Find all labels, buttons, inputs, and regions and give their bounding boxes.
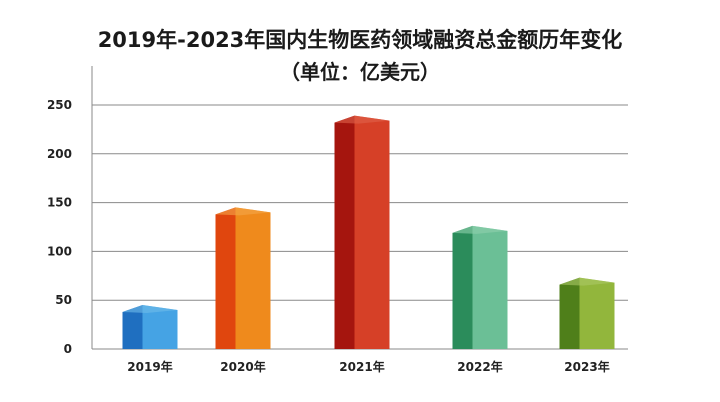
bar-front bbox=[452, 225, 473, 349]
y-tick-label: 250 bbox=[47, 98, 72, 112]
x-tick-label: 2023年 bbox=[564, 359, 609, 374]
bar-top bbox=[334, 115, 390, 124]
bar-side bbox=[235, 207, 271, 349]
x-tick-label: 2020年 bbox=[220, 359, 265, 374]
x-tick-label: 2021年 bbox=[339, 359, 384, 374]
bar-top bbox=[559, 277, 615, 286]
bar-side bbox=[142, 304, 178, 349]
x-tick-label: 2019年 bbox=[127, 359, 172, 374]
bar-front bbox=[122, 304, 143, 349]
y-tick-label: 150 bbox=[47, 196, 72, 210]
bar-top bbox=[452, 225, 508, 234]
y-tick-label: 0 bbox=[64, 342, 72, 356]
bar-front bbox=[559, 277, 580, 349]
bar-top bbox=[122, 304, 178, 313]
bar-top bbox=[215, 207, 271, 216]
y-tick-label: 50 bbox=[55, 293, 72, 307]
x-tick-label: 2022年 bbox=[457, 359, 502, 374]
y-tick-label: 100 bbox=[47, 244, 72, 258]
chart-title: 2019年-2023年国内生物医药领域融资总金额历年变化 bbox=[97, 28, 623, 52]
bar-side bbox=[354, 115, 390, 349]
bar-front bbox=[215, 207, 236, 349]
y-tick-label: 200 bbox=[47, 147, 72, 161]
bar-front bbox=[334, 115, 355, 349]
chart-subtitle: （单位：亿美元） bbox=[280, 60, 440, 84]
bar-side bbox=[472, 225, 508, 349]
bar-side bbox=[579, 277, 615, 349]
